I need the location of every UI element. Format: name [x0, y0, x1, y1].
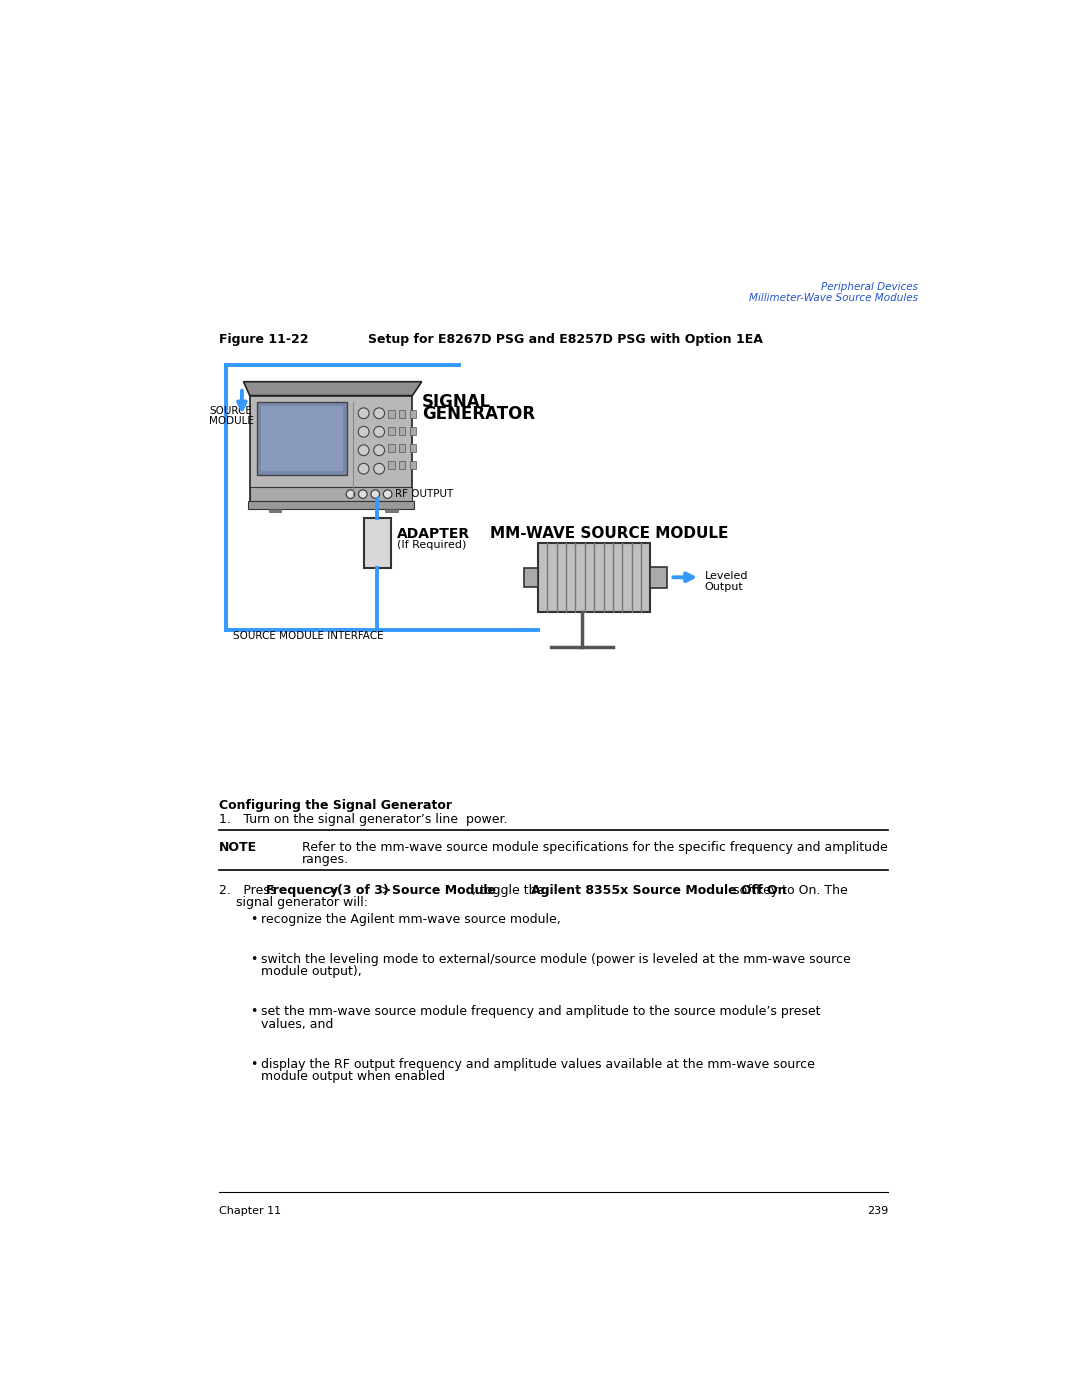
FancyBboxPatch shape [249, 395, 413, 502]
Text: module output when enabled: module output when enabled [260, 1070, 445, 1083]
FancyBboxPatch shape [269, 509, 282, 511]
Text: Peripheral Devices: Peripheral Devices [821, 282, 918, 292]
FancyBboxPatch shape [364, 518, 391, 569]
Text: •: • [249, 914, 257, 926]
Text: Leveled: Leveled [704, 571, 748, 581]
Text: switch the leveling mode to external/source module (power is leveled at the mm-w: switch the leveling mode to external/sou… [260, 953, 850, 967]
Text: >: > [323, 884, 341, 897]
Text: NOTE: NOTE [218, 841, 257, 854]
FancyBboxPatch shape [400, 411, 405, 418]
Text: MODULE: MODULE [210, 415, 254, 426]
FancyBboxPatch shape [257, 402, 347, 475]
FancyBboxPatch shape [386, 509, 397, 511]
Text: Millimeter-Wave Source Modules: Millimeter-Wave Source Modules [748, 293, 918, 303]
Text: module output),: module output), [260, 965, 362, 978]
Circle shape [347, 490, 354, 499]
FancyBboxPatch shape [261, 405, 342, 471]
FancyBboxPatch shape [389, 427, 394, 434]
Text: >: > [377, 884, 395, 897]
FancyBboxPatch shape [410, 411, 416, 418]
Circle shape [372, 490, 379, 499]
Polygon shape [243, 381, 422, 395]
Text: Chapter 11: Chapter 11 [218, 1206, 281, 1215]
Circle shape [374, 464, 384, 474]
Text: signal generator will:: signal generator will: [235, 895, 368, 909]
Text: GENERATOR: GENERATOR [422, 405, 535, 423]
FancyBboxPatch shape [410, 427, 416, 434]
Text: display the RF output frequency and amplitude values available at the mm-wave so: display the RF output frequency and ampl… [260, 1058, 814, 1070]
Circle shape [374, 426, 384, 437]
FancyBboxPatch shape [524, 569, 538, 587]
Text: RF OUTPUT: RF OUTPUT [395, 489, 454, 499]
Text: Configuring the Signal Generator: Configuring the Signal Generator [218, 799, 451, 812]
FancyBboxPatch shape [410, 444, 416, 451]
FancyBboxPatch shape [249, 488, 413, 502]
Text: recognize the Agilent mm-wave source module,: recognize the Agilent mm-wave source mod… [260, 914, 561, 926]
Circle shape [359, 464, 369, 474]
Text: Setup for E8267D PSG and E8257D PSG with Option 1EA: Setup for E8267D PSG and E8257D PSG with… [367, 334, 762, 346]
Text: Frequency: Frequency [266, 884, 339, 897]
FancyBboxPatch shape [400, 427, 405, 434]
Circle shape [359, 444, 369, 455]
Circle shape [359, 490, 367, 499]
Text: Source Module: Source Module [392, 884, 496, 897]
FancyBboxPatch shape [650, 567, 667, 588]
Text: 1. Turn on the signal generator’s line  power.: 1. Turn on the signal generator’s line p… [218, 813, 508, 826]
Text: •: • [249, 1058, 257, 1070]
Text: Refer to the mm-wave source module specifications for the specific frequency and: Refer to the mm-wave source module speci… [301, 841, 888, 854]
Text: •: • [249, 1006, 257, 1018]
FancyBboxPatch shape [389, 461, 394, 469]
Text: (If Required): (If Required) [397, 539, 467, 549]
Text: SOURCE MODULE INTERFACE: SOURCE MODULE INTERFACE [232, 631, 383, 641]
Text: , toggle the: , toggle the [472, 884, 549, 897]
Text: 239: 239 [867, 1206, 889, 1215]
Text: Output: Output [704, 583, 743, 592]
Text: Agilent 8355x Source Module Off On: Agilent 8355x Source Module Off On [531, 884, 786, 897]
Text: SIGNAL: SIGNAL [422, 393, 491, 411]
Text: SOURCE: SOURCE [210, 407, 253, 416]
Text: ranges.: ranges. [301, 854, 349, 866]
Circle shape [383, 490, 392, 499]
Circle shape [374, 408, 384, 419]
FancyBboxPatch shape [400, 444, 405, 451]
Text: MM-WAVE SOURCE MODULE: MM-WAVE SOURCE MODULE [490, 525, 729, 541]
Text: •: • [249, 953, 257, 967]
FancyBboxPatch shape [248, 502, 414, 509]
Text: values, and: values, and [260, 1018, 333, 1031]
Text: ADAPTER: ADAPTER [397, 527, 470, 541]
Text: (3 of 3): (3 of 3) [337, 884, 389, 897]
Circle shape [374, 444, 384, 455]
Text: set the mm-wave source module frequency and amplitude to the source module’s pre: set the mm-wave source module frequency … [260, 1006, 820, 1018]
Text: 2. Press: 2. Press [218, 884, 280, 897]
FancyBboxPatch shape [400, 461, 405, 469]
FancyBboxPatch shape [538, 542, 650, 612]
FancyBboxPatch shape [410, 461, 416, 469]
FancyBboxPatch shape [389, 411, 394, 418]
Circle shape [359, 426, 369, 437]
Circle shape [359, 408, 369, 419]
Text: Figure 11-22: Figure 11-22 [218, 334, 308, 346]
FancyBboxPatch shape [389, 444, 394, 451]
Text: softkey to On. The: softkey to On. The [729, 884, 848, 897]
